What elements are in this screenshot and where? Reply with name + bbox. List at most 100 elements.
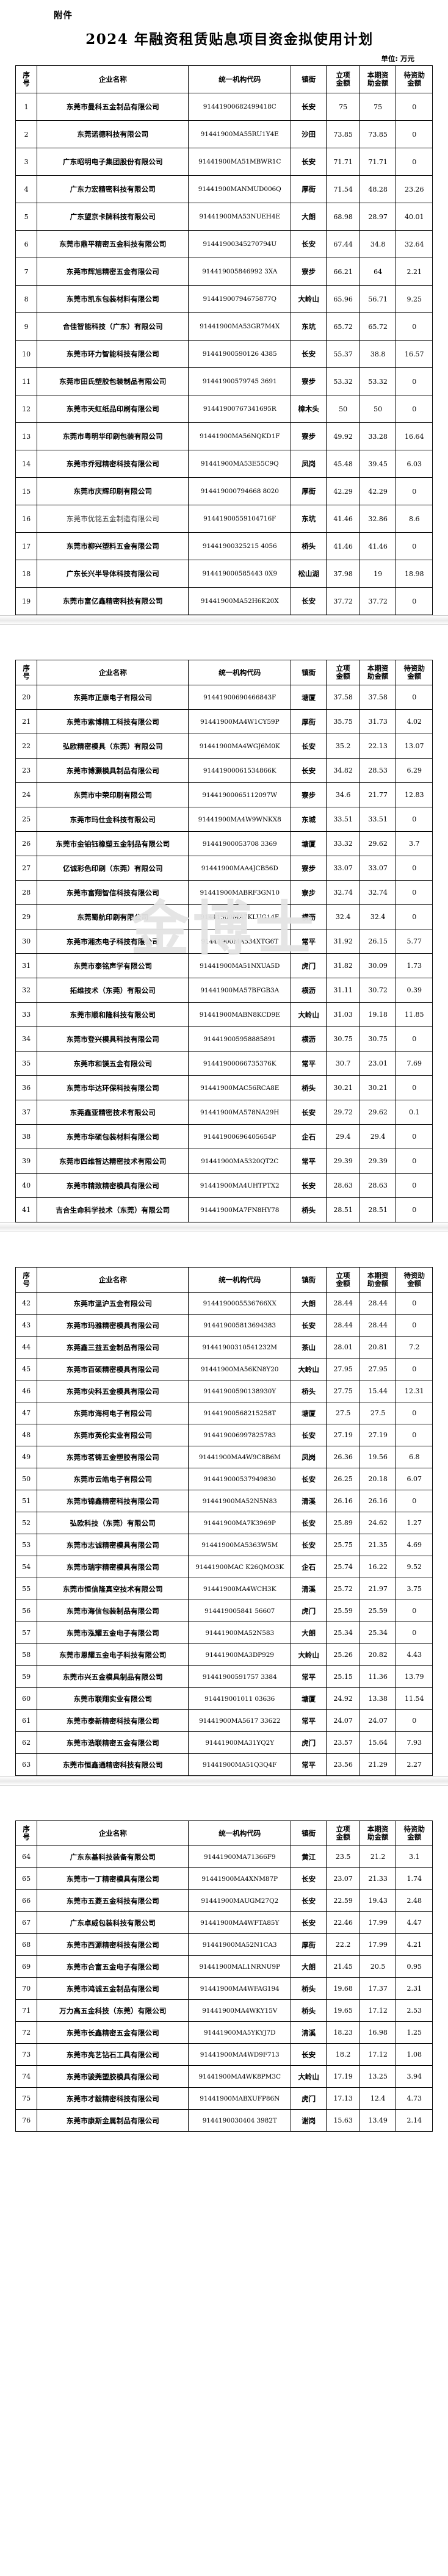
cell-org-code: 91441900MA71366F9 bbox=[188, 1845, 291, 1868]
table-row: 69 东莞市合富五金电子有限公司 91441900MAL1NRNU9P 大朗 21.45… bbox=[15, 1955, 433, 1978]
cell-org-code: 9144190005536766XX bbox=[188, 1292, 291, 1315]
cell-company-name: 东莞市恒鑫通精密科技有限公司 bbox=[37, 1753, 189, 1776]
cell-company-name: 广东长兴半导体科技有限公司 bbox=[37, 560, 189, 588]
cell-company-name: 东莞市华达环保科技有限公司 bbox=[37, 1075, 189, 1100]
table-body-page-2: 20 东莞市正康电子有限公司 91441900690466843F 塘厦 37.58 37… bbox=[15, 685, 433, 1222]
cell-seq: 46 bbox=[15, 1380, 38, 1402]
cell-current-subsidy: 19.18 bbox=[359, 1002, 397, 1027]
cell-seq: 63 bbox=[15, 1753, 38, 1776]
cell-company-name: 东莞市浩联精密五金有限公司 bbox=[37, 1731, 189, 1754]
cell-current-subsidy: 38.8 bbox=[359, 340, 397, 368]
cell-pending-subsidy: 11.54 bbox=[396, 1687, 433, 1710]
cell-town: 大朗 bbox=[290, 1955, 327, 1978]
cell-org-code: 91441900579745 3691 bbox=[188, 367, 291, 395]
cell-company-name: 东莞市辉旭精密五金有限公司 bbox=[37, 258, 189, 286]
cell-seq: 20 bbox=[15, 685, 38, 710]
cell-amount: 53.32 bbox=[326, 367, 360, 395]
cell-town: 大岭山 bbox=[290, 1002, 327, 1027]
table-head: 序 号 企业名称 统一机构代码 镇街 立项 金额 本期资 助金额 bbox=[15, 1820, 433, 1846]
cell-company-name: 东莞市茗铸五金塑胶有限公司 bbox=[37, 1446, 189, 1468]
cell-amount: 35.75 bbox=[326, 709, 360, 734]
column-header-seq: 序 号 bbox=[15, 660, 38, 685]
cell-current-subsidy: 32.74 bbox=[359, 880, 397, 905]
table-row: 62 东莞市浩联精密五金有限公司 91441900MA31YQ2Y 虎门 23.57 15… bbox=[15, 1731, 433, 1754]
cell-town: 清溪 bbox=[290, 1490, 327, 1512]
cell-amount: 30.21 bbox=[326, 1075, 360, 1100]
cell-seq: 25 bbox=[15, 807, 38, 832]
cell-pending-subsidy: 12.31 bbox=[396, 1380, 433, 1402]
cell-town: 大朗 bbox=[290, 1622, 327, 1644]
cell-org-code: 91441900MA4UHTPTX2 bbox=[188, 1173, 291, 1198]
cell-org-code: 91441900MA52H6K20X bbox=[188, 587, 291, 615]
cell-org-code: 914419005813694383 bbox=[188, 1314, 291, 1337]
cell-company-name: 万力高五金科技（东莞）有限公司 bbox=[37, 1999, 189, 2022]
table-row: 39 东莞市四维智达精密技术有限公司 91441900MA5320QT2C 常平 29.… bbox=[15, 1149, 433, 1174]
cell-company-name: 东莞市一丁精密模具有限公司 bbox=[37, 1867, 189, 1890]
cell-current-subsidy: 16.98 bbox=[359, 2021, 397, 2044]
cell-town: 厚街 bbox=[290, 175, 327, 203]
cell-current-subsidy: 29.4 bbox=[359, 1124, 397, 1149]
table-row: 19 东莞市富亿鑫精密科技有限公司 91441900MA52H6K20X 长安 37.7… bbox=[15, 587, 433, 615]
cell-seq: 10 bbox=[15, 340, 38, 368]
header-pending-line1: 待资助 bbox=[403, 71, 425, 80]
cell-seq: 54 bbox=[15, 1556, 38, 1578]
table-row: 4 广东力宏精密科技有限公司 91441900MANMUD006Q 厚街 71.54 48… bbox=[15, 175, 433, 203]
cell-pending-subsidy: 0.95 bbox=[396, 1955, 433, 1978]
table-row: 76 东莞市康斯金属制品有限公司 9144190030404 3982T 谢岗 15.6… bbox=[15, 2109, 433, 2132]
page-break-3 bbox=[0, 1776, 448, 1786]
header-amount-line1: 立项 bbox=[336, 71, 350, 80]
cell-pending-subsidy: 0 bbox=[396, 1709, 433, 1732]
cell-org-code: 91441900MA4W1CY59P bbox=[188, 709, 291, 734]
cell-town: 厚街 bbox=[290, 477, 327, 505]
cell-amount: 33.32 bbox=[326, 831, 360, 856]
cell-pending-subsidy: 11.85 bbox=[396, 1002, 433, 1027]
cell-amount: 15.63 bbox=[326, 2109, 360, 2132]
cell-current-subsidy: 34.8 bbox=[359, 230, 397, 258]
cell-amount: 32.74 bbox=[326, 880, 360, 905]
header-amount-line1: 立项 bbox=[336, 1271, 350, 1280]
cell-current-subsidy: 33.28 bbox=[359, 422, 397, 450]
cell-company-name: 弘欧精密模具（东莞）有限公司 bbox=[37, 734, 189, 759]
column-header-amount: 立项 金额 bbox=[326, 65, 360, 93]
cell-current-subsidy: 24.07 bbox=[359, 1709, 397, 1732]
header-seq-line2: 号 bbox=[23, 1833, 30, 1841]
header-pending-line2: 金额 bbox=[407, 1833, 422, 1841]
cell-org-code: 91441900MAC56RCA8E bbox=[188, 1075, 291, 1100]
cell-seq: 49 bbox=[15, 1446, 38, 1468]
cell-org-code: 91441900568215258T bbox=[188, 1402, 291, 1424]
cell-seq: 8 bbox=[15, 285, 38, 313]
cell-org-code: 91441900061534866K bbox=[188, 758, 291, 783]
table-row: 24 东莞市中荣印刷有限公司 91441900065112097W 寮步 34.6 21.… bbox=[15, 782, 433, 807]
cell-amount: 28.63 bbox=[326, 1173, 360, 1198]
table-row: 50 东莞市云皓电子有限公司 914419000537949830 长安 26.25 20… bbox=[15, 1468, 433, 1490]
cell-company-name: 东莞市田氏塑胶包装制品有限公司 bbox=[37, 367, 189, 395]
cell-amount: 26.25 bbox=[326, 1468, 360, 1490]
page-1: 附件 2024 年融资租赁贴息项目资金拟使用计划 单位: 万元 序 号 企业名称… bbox=[0, 9, 448, 615]
cell-amount: 18.23 bbox=[326, 2021, 360, 2044]
header-current-line2: 助金额 bbox=[367, 672, 389, 680]
table-row: 74 东莞市骏莞塑胶模具有限公司 91441900MA4WK8PM3C 大岭山 17.1… bbox=[15, 2065, 433, 2088]
cell-town: 企石 bbox=[290, 1124, 327, 1149]
cell-company-name: 亿诚彩色印刷（东莞）有限公司 bbox=[37, 856, 189, 881]
column-header-town: 镇街 bbox=[290, 1267, 327, 1293]
cell-company-name: 东莞市长鑫精密五金有限公司 bbox=[37, 2021, 189, 2044]
cell-seq: 65 bbox=[15, 1867, 38, 1890]
cell-org-code: 91441900MAC K26QMO3K bbox=[188, 1556, 291, 1578]
cell-amount: 25.15 bbox=[326, 1665, 360, 1688]
header-pending-line2: 金额 bbox=[407, 79, 422, 87]
cell-amount: 65.72 bbox=[326, 312, 360, 341]
cell-pending-subsidy: 2.21 bbox=[396, 258, 433, 286]
cell-org-code: 91441900MA7KLUG14F bbox=[188, 904, 291, 929]
cell-current-subsidy: 33.07 bbox=[359, 856, 397, 881]
cell-town: 东城 bbox=[290, 807, 327, 832]
cell-org-code: 914419006997825783 bbox=[188, 1424, 291, 1446]
cell-org-code: 91441900MANMUD006Q bbox=[188, 175, 291, 203]
header-seq-line2: 号 bbox=[23, 79, 30, 87]
column-header-town: 镇街 bbox=[290, 65, 327, 93]
column-header-pending: 待资助 金额 bbox=[396, 65, 433, 93]
cell-town: 长安 bbox=[290, 734, 327, 759]
cell-current-subsidy: 24.62 bbox=[359, 1512, 397, 1534]
header-seq-line2: 号 bbox=[23, 1279, 30, 1288]
cell-amount: 28.51 bbox=[326, 1197, 360, 1222]
cell-seq: 75 bbox=[15, 2087, 38, 2110]
